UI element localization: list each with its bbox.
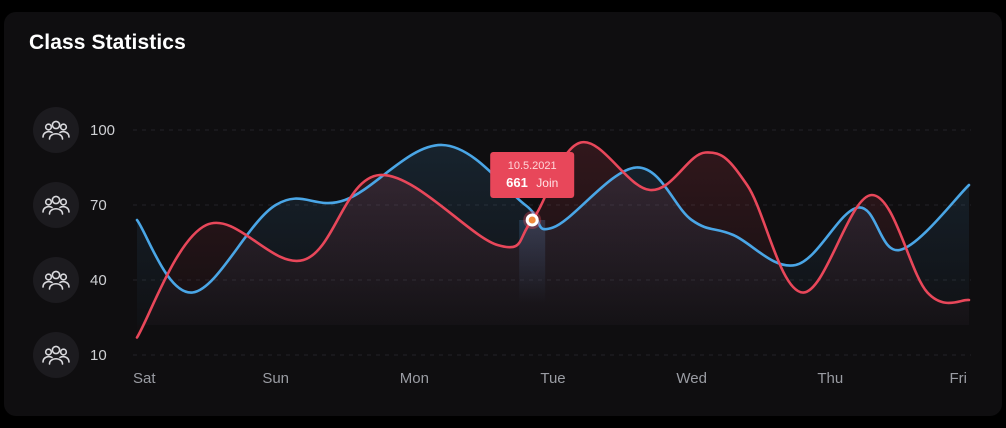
x-tick-labels: Sat Sun Mon Tue Wed Thu Fri	[133, 370, 967, 387]
y-tick-labels: 100 70 40 10	[90, 122, 115, 364]
tooltip-unit: Join	[536, 176, 558, 190]
icon-head	[51, 345, 61, 355]
icon-body	[42, 280, 53, 288]
icon-body	[59, 355, 70, 363]
highlight-marker[interactable]	[523, 211, 542, 229]
icon-head	[59, 348, 68, 356]
x-tick-label: Wed	[676, 370, 707, 387]
users-group-icon	[33, 332, 79, 378]
marker-dot[interactable]	[528, 216, 536, 224]
y-tick-label: 40	[90, 272, 107, 289]
icon-circle	[33, 107, 79, 153]
tooltip-value: 661	[506, 175, 528, 190]
users-group-icon	[33, 182, 79, 228]
x-tick-label: Mon	[400, 370, 429, 387]
users-group-icon	[33, 257, 79, 303]
tooltip-value-line: 661 Join	[506, 174, 558, 191]
icon-head	[51, 120, 61, 130]
icon-head	[44, 273, 53, 281]
icon-body	[42, 205, 53, 213]
y-axis-icons	[33, 107, 79, 378]
icon-head	[59, 198, 68, 206]
icon-body	[59, 130, 70, 138]
icon-head	[44, 123, 53, 131]
y-tick-label: 10	[90, 347, 107, 364]
y-tick-label: 70	[90, 197, 107, 214]
blue-series-line	[135, 143, 971, 294]
red-series-area	[137, 142, 969, 338]
card-title: Class Statistics	[29, 31, 186, 54]
icon-body	[42, 355, 53, 363]
red-series-line	[135, 141, 971, 339]
icon-body	[48, 207, 64, 215]
icon-circle	[33, 257, 79, 303]
icon-circle	[33, 182, 79, 228]
y-tick-label: 100	[90, 122, 115, 139]
icon-body	[48, 282, 64, 290]
x-tick-label: Tue	[540, 370, 565, 387]
icon-head	[59, 273, 68, 281]
icon-body	[48, 357, 64, 365]
series-areas	[137, 142, 969, 338]
tooltip-box	[490, 152, 575, 198]
x-tick-label: Sun	[262, 370, 289, 387]
icon-head	[51, 195, 61, 205]
tooltip-date: 10.5.2021	[508, 160, 557, 172]
icon-body	[59, 205, 70, 213]
icon-body	[42, 130, 53, 138]
icon-body	[48, 132, 64, 140]
x-tick-label: Fri	[950, 370, 968, 387]
x-tick-label: Thu	[817, 370, 843, 387]
icon-body	[59, 280, 70, 288]
icon-head	[44, 348, 53, 356]
icon-head	[51, 270, 61, 280]
x-tick-label: Sat	[133, 370, 156, 387]
series-lines	[135, 141, 971, 339]
users-group-icon	[33, 107, 79, 153]
icon-head	[44, 198, 53, 206]
tooltip: 10.5.2021 661 Join	[490, 152, 575, 198]
icon-head	[59, 123, 68, 131]
icon-circle	[33, 332, 79, 378]
